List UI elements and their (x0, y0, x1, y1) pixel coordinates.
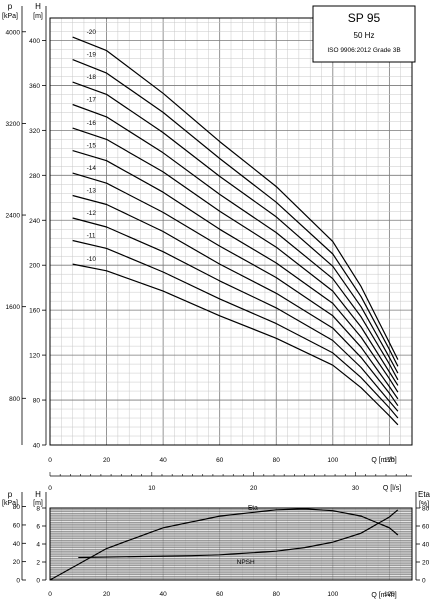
bottom-q-tick-label: 60 (216, 591, 224, 598)
top-h-tick-label: 400 (29, 38, 40, 45)
ls-tick-label: 20 (250, 485, 258, 492)
curve-line-minus-12 (72, 217, 399, 412)
curve-label: -13 (87, 188, 97, 195)
curve-label: -20 (87, 29, 97, 36)
top-p-tick-label: 4000 (6, 29, 21, 36)
plot-frame (49, 17, 413, 446)
bottom-h-tick-label: 8 (36, 506, 40, 513)
bottom-h-axis-unit: [m] (33, 500, 43, 507)
curve-line-minus-20 (72, 36, 399, 360)
curve-label: -10 (87, 256, 97, 263)
top-q-tick-label: 80 (273, 457, 281, 464)
bottom-h-tick-label: 4 (36, 542, 40, 549)
top-h-tick-label: 80 (33, 398, 41, 405)
curve-line-minus-10 (72, 263, 399, 426)
bottom-p-axis-title: p (8, 490, 13, 499)
top-q-axis-title: Q [m³/h] (371, 457, 396, 464)
curve-label: -17 (87, 97, 97, 104)
bottom-q-tick-label: 0 (48, 591, 52, 598)
top-h-axis-title: H (35, 2, 41, 11)
curve-line-minus-19 (72, 59, 399, 367)
curve-line-minus-15 (72, 150, 399, 393)
top-q-tick-label: 0 (48, 457, 52, 464)
eta-tick-label: 60 (422, 524, 430, 531)
bottom-q-tick-label: 100 (327, 591, 338, 598)
top-p-axis-unit: [kPa] (2, 13, 18, 20)
curve-line-minus-14 (72, 172, 399, 400)
bottom-p-tick-label: 0 (16, 578, 20, 585)
top-h-tick-label: 160 (29, 308, 40, 315)
ls-tick-label: 30 (352, 485, 360, 492)
curve-label: -12 (87, 210, 97, 217)
eta-tick-label: 0 (422, 578, 426, 585)
ls-tick-label: 10 (148, 485, 156, 492)
curve-label: -15 (87, 143, 97, 150)
ls-tick-label: 0 (48, 485, 52, 492)
top-grid (49, 17, 413, 446)
bottom-p-tick-label: 60 (13, 522, 21, 529)
curve-label: -16 (87, 120, 97, 127)
bottom-q-tick-label: 80 (273, 591, 281, 598)
top-q-tick-label: 100 (327, 457, 338, 464)
bottom-h-tick-label: 0 (36, 578, 40, 585)
eta-line-label: Eta (248, 505, 258, 512)
top-p-axis-title: p (8, 2, 13, 11)
bottom-p-tick-label: 20 (13, 559, 21, 566)
eta-axis-unit: [%] (419, 501, 429, 508)
top-q-tick-label: 20 (103, 457, 111, 464)
eta-tick-label: 80 (422, 506, 430, 513)
bottom-q-tick-label: 120 (384, 591, 395, 598)
ls-axis-title: Q [l/s] (383, 485, 401, 492)
top-h-tick-label: 200 (29, 263, 40, 270)
top-h-tick-label: 280 (29, 173, 40, 180)
bottom-p-tick-label: 80 (13, 504, 21, 511)
npsh-line-label: NPSH (237, 559, 255, 566)
curve-line-minus-11 (72, 239, 399, 419)
top-h-tick-label: 320 (29, 128, 40, 135)
eta-tick-label: 40 (422, 542, 430, 549)
curve-line-minus-16 (72, 127, 399, 386)
bottom-q-axis-title: Q [m³/h] (371, 592, 396, 599)
eta-line (49, 508, 399, 581)
top-h-tick-label: 40 (33, 443, 41, 450)
eta-tick-label: 20 (422, 560, 430, 567)
top-p-tick-label: 1600 (6, 304, 21, 311)
npsh-line (78, 509, 399, 559)
chart-subtitle-frequency: 50 Hz (354, 31, 375, 40)
eta-axis-title: Eta (418, 490, 431, 499)
bottom-p-tick-label: 40 (13, 541, 21, 548)
top-h-axis-unit: [m] (33, 13, 43, 20)
top-p-tick-label: 3200 (6, 121, 21, 128)
top-h-tick-label: 120 (29, 353, 40, 360)
curve-line-minus-13 (72, 194, 399, 407)
top-h-tick-label: 240 (29, 218, 40, 225)
title-box: SP 95 50 Hz ISO 9906:2012 Grade 3B (312, 5, 416, 63)
curve-label: -14 (87, 165, 97, 172)
bottom-q-tick-label: 20 (103, 591, 111, 598)
bottom-p-axis-unit: [kPa] (2, 500, 18, 507)
bottom-grid (49, 507, 413, 581)
bottom-h-tick-label: 2 (36, 560, 40, 567)
bottom-q-tick-label: 40 (160, 591, 168, 598)
top-p-tick-label: 2400 (6, 213, 21, 220)
curve-line-minus-18 (72, 81, 399, 374)
chart-title: SP 95 (348, 11, 381, 25)
curve-label: -19 (87, 52, 97, 59)
plot-frame (49, 507, 413, 581)
top-q-tick-label: 40 (160, 457, 168, 464)
series-layer (49, 36, 399, 581)
axes (21, 6, 420, 581)
curve-label: -11 (87, 232, 96, 239)
top-p-tick-label: 800 (9, 396, 20, 403)
text-layer: 4080120160200240280320360400800160024003… (6, 29, 430, 598)
top-h-tick-label: 360 (29, 83, 40, 90)
curve-label: -18 (87, 74, 97, 81)
top-q-tick-label: 120 (384, 457, 395, 464)
top-q-tick-label: 60 (216, 457, 224, 464)
chart-subtitle-standard: ISO 9906:2012 Grade 3B (327, 47, 400, 54)
curve-line-minus-17 (72, 103, 399, 381)
bottom-h-tick-label: 6 (36, 524, 40, 531)
bottom-h-axis-title: H (35, 490, 41, 499)
